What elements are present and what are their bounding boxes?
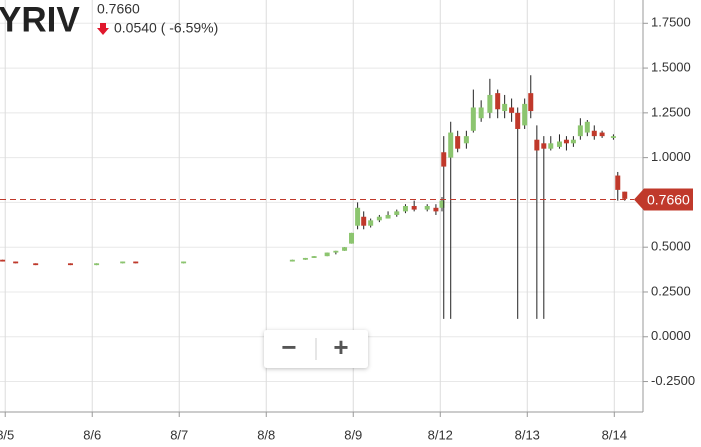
ticks: 1.75001.50001.25001.00000.75000.50000.25… bbox=[0, 15, 695, 442]
candle-body bbox=[622, 191, 628, 199]
candle-body bbox=[13, 261, 19, 264]
candle-body bbox=[385, 214, 391, 219]
candle-body bbox=[470, 107, 476, 131]
candle-body bbox=[610, 136, 616, 138]
candle-body bbox=[94, 263, 100, 266]
candle-body bbox=[33, 263, 39, 266]
candle-body bbox=[528, 93, 534, 112]
candle-body bbox=[548, 143, 554, 149]
x-tick-label: 8/12 bbox=[428, 427, 453, 442]
candle-body bbox=[541, 143, 547, 149]
candle-body bbox=[463, 136, 469, 144]
y-tick-label: 0.2500 bbox=[651, 283, 691, 298]
y-tick-label: 1.5000 bbox=[651, 60, 691, 75]
candle-body bbox=[394, 211, 400, 215]
candle-body bbox=[495, 93, 501, 110]
candle-body bbox=[584, 121, 590, 133]
candle-body bbox=[591, 130, 597, 137]
down-arrow-icon bbox=[97, 23, 109, 35]
candles bbox=[0, 75, 628, 319]
x-tick-label: 8/8 bbox=[257, 427, 275, 442]
candle-body bbox=[556, 141, 562, 147]
candle-body bbox=[333, 250, 339, 253]
zoom-out-button[interactable]: − bbox=[281, 332, 296, 362]
candle-body bbox=[441, 152, 447, 167]
candle-body bbox=[361, 216, 367, 226]
candle-body bbox=[67, 263, 73, 266]
candle-body bbox=[133, 261, 139, 264]
candle-body bbox=[522, 103, 528, 126]
y-tick-label: 1.0000 bbox=[651, 149, 691, 164]
candle-body bbox=[411, 206, 417, 210]
x-tick-label: 8/9 bbox=[344, 427, 362, 442]
y-tick-label: -0.2500 bbox=[651, 373, 695, 388]
symbol: YRIV bbox=[0, 0, 80, 39]
candle-body bbox=[478, 107, 484, 119]
candle-body bbox=[376, 216, 382, 221]
x-tick-label: 8/13 bbox=[515, 427, 540, 442]
y-tick-label: 1.2500 bbox=[651, 104, 691, 119]
candle-body bbox=[342, 247, 348, 251]
candle-body bbox=[448, 132, 454, 158]
candle-body bbox=[349, 232, 355, 244]
y-tick-label: 0.5000 bbox=[651, 239, 691, 254]
last-price-tag bbox=[634, 188, 693, 211]
x-tick-label: 8/5 bbox=[0, 427, 14, 442]
candle-body bbox=[368, 220, 374, 226]
x-tick-label: 8/7 bbox=[170, 427, 188, 442]
candle-body bbox=[599, 132, 605, 137]
candle-body bbox=[615, 175, 621, 190]
x-tick-label: 8/14 bbox=[602, 427, 627, 442]
candle-body bbox=[289, 259, 295, 262]
candle-body bbox=[455, 136, 461, 149]
x-tick-label: 8/6 bbox=[83, 427, 101, 442]
candle-body bbox=[324, 252, 330, 257]
candle-body bbox=[509, 107, 515, 113]
candle-body bbox=[181, 261, 187, 264]
change: 0.0540 ( -6.59%) bbox=[114, 20, 218, 36]
candle-body bbox=[424, 206, 430, 210]
price: 0.7660 bbox=[97, 1, 140, 17]
candle-body bbox=[433, 207, 439, 212]
zoom-in-button[interactable]: + bbox=[333, 332, 348, 362]
candle-body bbox=[563, 139, 569, 144]
candle-body bbox=[311, 256, 317, 258]
candle-body bbox=[0, 259, 6, 262]
candle-body bbox=[502, 103, 508, 112]
y-tick-label: 0.0000 bbox=[651, 328, 691, 343]
candle-body bbox=[302, 257, 308, 260]
candle-body bbox=[120, 261, 126, 264]
candle-body bbox=[402, 206, 408, 212]
candle-body bbox=[534, 139, 540, 151]
last-price-label: 0.7660 bbox=[647, 191, 690, 207]
candle-body bbox=[577, 125, 583, 137]
candle-body bbox=[570, 139, 576, 144]
y-tick-label: 1.7500 bbox=[651, 15, 691, 30]
candle-body bbox=[515, 112, 521, 129]
candle-body bbox=[439, 200, 445, 208]
candle-body bbox=[487, 94, 493, 113]
zoom-controls: − + bbox=[264, 330, 368, 368]
candle-body bbox=[355, 207, 361, 226]
